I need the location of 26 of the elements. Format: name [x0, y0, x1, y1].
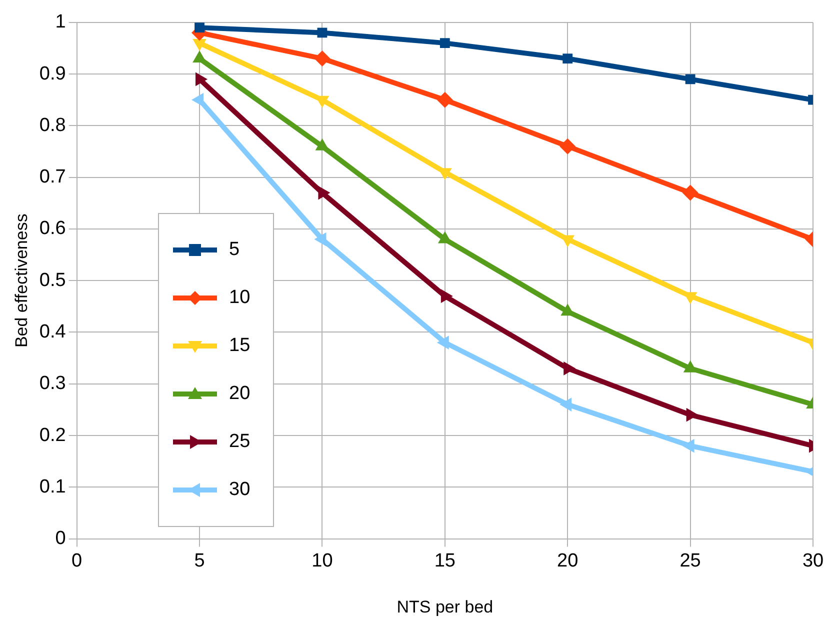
- y-tick-label: 0.9: [39, 63, 66, 84]
- y-tick-label: 0.3: [39, 373, 66, 394]
- legend-label: 25: [229, 431, 252, 453]
- y-tick-label: 0.5: [39, 270, 66, 291]
- legend-label: 5: [229, 239, 241, 261]
- y-tick-label: 0.7: [39, 166, 66, 188]
- x-tick-label: 30: [802, 550, 824, 572]
- x-tick-label: 15: [434, 550, 456, 572]
- legend-label: 20: [229, 383, 252, 405]
- legend-label: 30: [229, 479, 252, 501]
- legend-label: 10: [229, 287, 252, 309]
- y-tick-label: 0.2: [39, 424, 66, 446]
- legend-label: 15: [229, 335, 252, 357]
- x-tick-label: 5: [194, 550, 205, 572]
- y-tick-label: 1: [55, 12, 66, 33]
- x-tick-label: 25: [680, 550, 701, 572]
- y-tick-label: 0.1: [39, 476, 66, 498]
- x-axis-title: NTS per bed: [396, 597, 494, 616]
- y-tick-label: 0.6: [39, 218, 66, 240]
- x-tick-label: 20: [557, 550, 578, 572]
- y-axis-title: Bed effectiveness: [12, 214, 31, 348]
- y-tick-label: 0.4: [39, 321, 66, 342]
- y-tick-label: 0.8: [39, 114, 66, 136]
- x-tick-label: 10: [312, 550, 333, 572]
- x-tick-label: 0: [72, 550, 82, 572]
- y-tick-label: 0: [55, 528, 66, 550]
